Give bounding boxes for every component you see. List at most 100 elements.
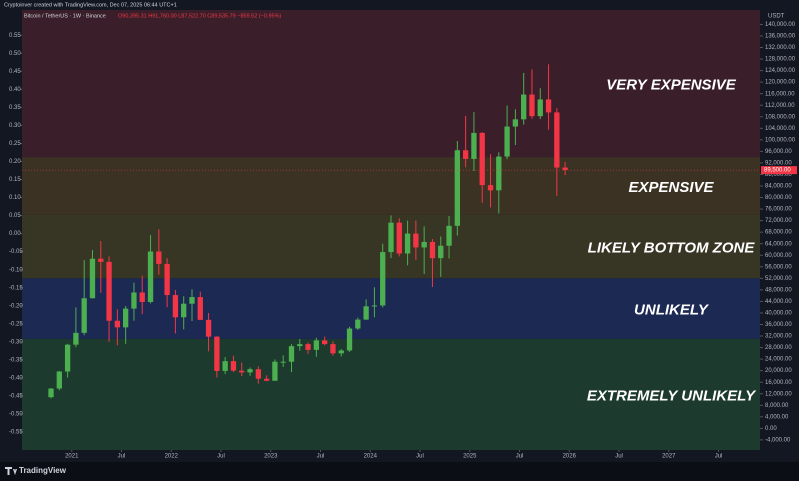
candle-body	[48, 388, 54, 398]
zone-label: UNLIKELY	[634, 302, 710, 319]
zone-label: EXTREMELY UNLIKELY	[587, 387, 757, 404]
candle-body	[64, 344, 71, 372]
labels: VERY EXPENSIVE EXPENSIVE LIKELY BOTTOM ZON…	[22, 77, 797, 404]
y2-tick-label: -0.05	[9, 249, 23, 255]
candle-body	[247, 369, 253, 373]
candle-body	[280, 361, 286, 363]
x-tick-label: Jul	[217, 454, 225, 460]
header: Cryptoinver created with TradingView.com…	[4, 2, 177, 8]
y2-tick-label: -0.55	[9, 430, 23, 436]
candle-body	[255, 369, 261, 379]
y2-tick-label: -0.15	[9, 285, 23, 291]
y-tick-label: 20,000.00	[765, 368, 792, 374]
y2-tick-label: 0.15	[9, 177, 21, 183]
y2-tick-label: -0.30	[9, 339, 23, 345]
candle-body	[429, 241, 436, 259]
y-tick-label: 96,000.00	[765, 149, 792, 155]
y2-tick-label: 0.40	[9, 87, 21, 93]
candle-body	[172, 295, 179, 318]
y2-tick-label: 0.45	[9, 69, 21, 75]
y-tick-label: -4,000.00	[765, 437, 791, 443]
candle-body	[330, 344, 336, 354]
x-tick-label: 2026	[563, 454, 577, 460]
candle-body	[81, 298, 87, 333]
candle-body	[239, 370, 245, 373]
zone-label: VERY EXPENSIVE	[606, 77, 737, 94]
candle-body	[363, 306, 369, 320]
footer	[0, 462, 799, 481]
candle-body	[313, 340, 320, 350]
y-tick-label: 68,000.00	[765, 230, 792, 236]
y-axis-label: USDT	[768, 14, 785, 20]
y-tick-label: 32,000.00	[765, 334, 792, 340]
y2-tick-label: -0.25	[9, 321, 23, 327]
candle-body	[106, 261, 112, 321]
candle-body	[504, 126, 510, 157]
y-tick-label: 64,000.00	[765, 241, 792, 247]
candle-body	[413, 233, 419, 248]
y2-tick-label: -0.45	[9, 393, 23, 399]
candle-body	[214, 336, 220, 371]
price-axis	[760, 0, 799, 462]
candle-body	[421, 241, 427, 248]
y-tick-label: 80,000.00	[765, 195, 792, 201]
candle-body	[305, 344, 311, 350]
candle-body	[380, 252, 386, 306]
candle-body	[89, 258, 96, 299]
zone	[22, 278, 760, 339]
candle-body	[388, 222, 394, 253]
y-tick-label: 16,000.00	[765, 380, 792, 386]
candle-body	[521, 94, 527, 120]
candle-body	[554, 112, 560, 168]
candle-body	[114, 320, 121, 328]
candle-body	[462, 150, 469, 159]
candle-body	[147, 251, 154, 302]
y-tick-label: 124,000.00	[765, 68, 796, 74]
x-tick-label: Jul	[715, 454, 723, 460]
candle-body	[562, 167, 568, 171]
y-tick-label: 56,000.00	[765, 264, 792, 270]
y-tick-label: 76,000.00	[765, 207, 792, 213]
candle-body	[537, 99, 543, 117]
x-tick-label: 2022	[165, 454, 179, 460]
y2-tick-label: -0.40	[9, 375, 23, 381]
candle-body	[338, 350, 344, 354]
candle-body	[396, 222, 402, 254]
y-tick-label: 116,000.00	[765, 91, 795, 97]
candle-body	[346, 328, 353, 351]
y-tick-label: 104,000.00	[765, 126, 796, 132]
x-tick-label: 2027	[662, 454, 676, 460]
candle-body	[446, 225, 452, 246]
candle-body	[230, 361, 237, 371]
candle-body	[487, 185, 494, 191]
x-tick-label: 2021	[65, 454, 79, 460]
y-tick-label: 52,000.00	[765, 276, 792, 282]
y2-tick-label: 0.30	[9, 123, 21, 129]
candle-body	[297, 344, 303, 347]
candle-body	[496, 156, 502, 191]
candle-body	[205, 319, 212, 337]
candle-body	[156, 251, 162, 264]
brand-name[interactable]: TradingView	[19, 466, 67, 475]
candle-body	[272, 361, 278, 381]
candle-body	[479, 132, 485, 186]
candle-body	[355, 319, 361, 329]
y2-tick-label: 0.05	[9, 213, 21, 219]
y-tick-label: 8,000.00	[765, 403, 789, 409]
y2-tick-label: 0.20	[9, 159, 21, 165]
y-tick-label: 12,000.00	[765, 391, 792, 397]
y-tick-label: 88,000.00	[765, 172, 792, 178]
y2-tick-label: -0.35	[9, 357, 23, 363]
x-tick-label: 2025	[463, 454, 477, 460]
last-price-tag	[761, 166, 797, 175]
candle-body	[438, 245, 444, 259]
candle-body	[181, 303, 187, 318]
y2-tick-label: -0.10	[9, 267, 23, 273]
candle-body	[371, 305, 378, 307]
chart-title: Bitcoin / TetherUS · 1W · Binance	[24, 13, 106, 19]
candle-body	[222, 361, 228, 371]
x-tick-label: Jul	[516, 454, 524, 460]
candle-body	[189, 297, 195, 304]
last-price-label: 89,500.00	[764, 168, 791, 174]
